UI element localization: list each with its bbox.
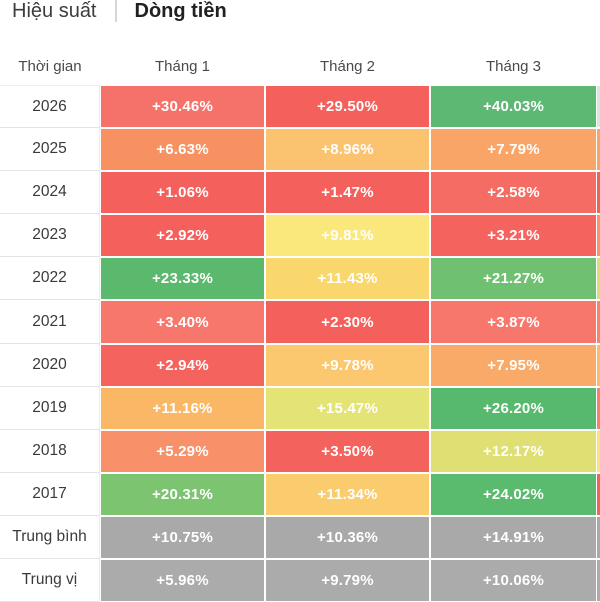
value-cell: +23.33%: [100, 257, 265, 301]
table-row: 2021 +3.40% +2.30% +3.87%: [0, 300, 600, 344]
row-label: 2017: [0, 472, 100, 516]
column-header-time: Thời gian: [18, 57, 82, 75]
value-cell: +12.17%: [430, 429, 597, 473]
next-column-cutoff-strip: [597, 171, 600, 215]
table-header-row: Thời gian Tháng 1 Tháng 2 Tháng 3: [0, 47, 600, 85]
value-cell: +11.43%: [265, 257, 430, 301]
tab-dong-tien[interactable]: Dòng tiền: [134, 0, 227, 22]
column-header-month3: Tháng 3: [485, 57, 542, 75]
tab-hieu-suat[interactable]: Hiệu suất: [12, 0, 97, 22]
tab-bar: Hiệu suất Dòng tiền: [0, 0, 600, 30]
value-cell: +3.40%: [100, 300, 265, 344]
row-label: 2019: [0, 386, 100, 430]
row-label: 2026: [0, 85, 100, 129]
table-row: 2023 +2.92% +9.81% +3.21%: [0, 214, 600, 258]
value-cell: +14.91%: [430, 515, 597, 560]
next-column-cutoff-strip: [597, 343, 600, 387]
value-cell: +2.94%: [100, 343, 265, 387]
next-column-cutoff-strip: [597, 472, 600, 516]
value-cell: +10.36%: [265, 515, 430, 560]
value-cell: +9.81%: [265, 214, 430, 258]
table-row: 2025 +6.63% +8.96% +7.79%: [0, 128, 600, 172]
next-column-cutoff-strip: [597, 386, 600, 430]
row-label: 2022: [0, 257, 100, 301]
column-header-month1: Tháng 1: [154, 57, 211, 75]
next-column-cutoff-strip: [597, 429, 600, 473]
value-cell: +26.20%: [430, 386, 597, 430]
value-cell: +5.96%: [100, 559, 265, 602]
table-row: 2017 +20.31% +11.34% +24.02%: [0, 472, 600, 516]
value-cell: +7.95%: [430, 343, 597, 387]
value-cell: +20.31%: [100, 472, 265, 516]
value-cell: +11.34%: [265, 472, 430, 516]
tab-divider: [114, 0, 117, 22]
value-cell: +21.27%: [430, 257, 597, 301]
table-row: 2020 +2.94% +9.78% +7.95%: [0, 343, 600, 387]
next-column-cutoff-strip: [597, 85, 600, 129]
value-cell: +11.16%: [100, 386, 265, 430]
value-cell: +30.46%: [100, 85, 265, 129]
value-cell: +1.47%: [265, 171, 430, 215]
next-column-cutoff-strip: [597, 128, 600, 172]
value-cell: +5.29%: [100, 429, 265, 473]
row-label: 2018: [0, 429, 100, 473]
next-column-cutoff-strip: [597, 257, 600, 301]
value-cell: +29.50%: [265, 85, 430, 129]
table-row: 2018 +5.29% +3.50% +12.17%: [0, 429, 600, 473]
value-cell: +2.58%: [430, 171, 597, 215]
table-row: 2024 +1.06% +1.47% +2.58%: [0, 171, 600, 215]
table-row: Trung bình +10.75% +10.36% +14.91%: [0, 515, 600, 560]
row-label: 2020: [0, 343, 100, 387]
heatmap-table: 2026 +30.46% +29.50% +40.03% 2025 +6.63% +8.96…: [0, 85, 600, 602]
value-cell: +3.21%: [430, 214, 597, 258]
value-cell: +7.79%: [430, 128, 597, 172]
value-cell: +9.79%: [265, 559, 430, 602]
table-row: 2026 +30.46% +29.50% +40.03%: [0, 85, 600, 129]
row-label: 2024: [0, 171, 100, 215]
table-row: 2022 +23.33% +11.43% +21.27%: [0, 257, 600, 301]
value-cell: +9.78%: [265, 343, 430, 387]
value-cell: +8.96%: [265, 128, 430, 172]
next-column-cutoff-strip: [597, 515, 600, 560]
value-cell: +2.30%: [265, 300, 430, 344]
value-cell: +40.03%: [430, 85, 597, 129]
row-label: 2021: [0, 300, 100, 344]
value-cell: +3.87%: [430, 300, 597, 344]
value-cell: +6.63%: [100, 128, 265, 172]
value-cell: +2.92%: [100, 214, 265, 258]
row-label: Trung bình: [0, 515, 100, 560]
row-label: Trung vị: [0, 559, 100, 602]
value-cell: +15.47%: [265, 386, 430, 430]
row-label: 2025: [0, 128, 100, 172]
value-cell: +10.75%: [100, 515, 265, 560]
column-header-month2: Tháng 2: [319, 57, 376, 75]
value-cell: +1.06%: [100, 171, 265, 215]
table-row: 2019 +11.16% +15.47% +26.20%: [0, 386, 600, 430]
value-cell: +10.06%: [430, 559, 597, 602]
table-row: Trung vị +5.96% +9.79% +10.06%: [0, 559, 600, 602]
row-label: 2023: [0, 214, 100, 258]
next-column-cutoff-strip: [597, 214, 600, 258]
value-cell: +3.50%: [265, 429, 430, 473]
next-column-cutoff-strip: [597, 300, 600, 344]
value-cell: +24.02%: [430, 472, 597, 516]
